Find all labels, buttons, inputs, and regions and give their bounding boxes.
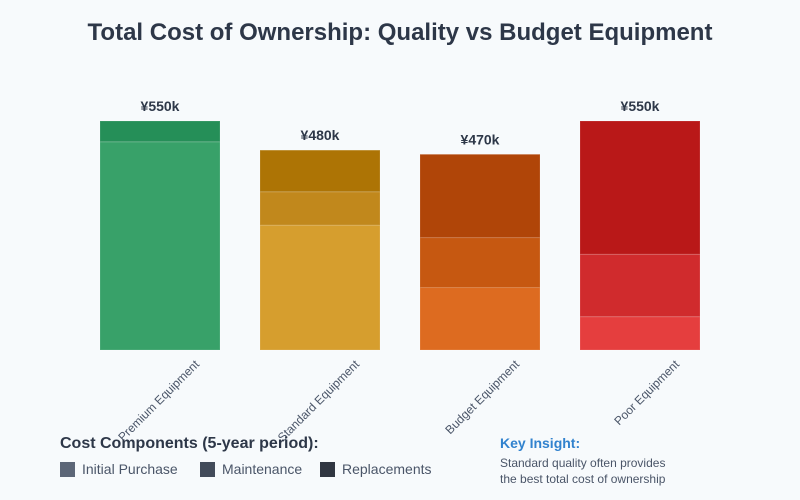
total-label: ¥470k [461, 131, 500, 147]
bar-segment-maintenance [259, 191, 381, 226]
bar-segment-maintenance [419, 237, 541, 289]
bar-segment-replacements [419, 153, 541, 239]
legend-swatch-maintenance [200, 462, 215, 477]
legend-swatch-replacements [320, 462, 335, 477]
bar-segment-initial [259, 224, 381, 351]
legend-label-initial: Initial Purchase [82, 461, 178, 477]
bar-segment-replacements [579, 120, 701, 255]
insight-title: Key Insight: [500, 435, 580, 451]
bar-segment-maintenance [579, 253, 701, 318]
legend: Cost Components (5-year period): Initial… [60, 435, 432, 477]
legend-title: Cost Components (5-year period): [60, 435, 319, 452]
bar-segment-initial [99, 141, 221, 351]
bar-segment-initial [419, 287, 541, 351]
insight-line-2: the best total cost of ownership [500, 472, 666, 486]
category-label: Premium Equipment [115, 357, 202, 444]
total-label: ¥480k [301, 127, 340, 143]
key-insight: Key Insight: Standard quality often prov… [500, 435, 666, 486]
total-label: ¥550k [141, 98, 180, 114]
category-label: Standard Equipment [275, 357, 363, 445]
total-label: ¥550k [621, 98, 660, 114]
legend-label-maintenance: Maintenance [222, 461, 302, 477]
chart-title: Total Cost of Ownership: Quality vs Budg… [88, 19, 713, 46]
legend-label-replacements: Replacements [342, 461, 432, 477]
bar-segment-initial [579, 316, 701, 351]
category-label: Poor Equipment [611, 357, 682, 428]
category-label: Budget Equipment [442, 357, 522, 437]
insight-line-1: Standard quality often provides [500, 456, 665, 470]
bar-segment-replacements [259, 149, 381, 193]
legend-swatch-initial [60, 462, 75, 477]
bar-segment-maintenance [99, 120, 221, 143]
